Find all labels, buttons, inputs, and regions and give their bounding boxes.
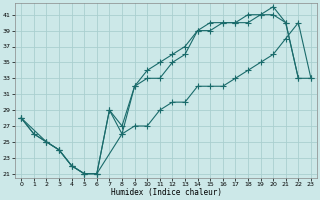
X-axis label: Humidex (Indice chaleur): Humidex (Indice chaleur) xyxy=(111,188,221,197)
